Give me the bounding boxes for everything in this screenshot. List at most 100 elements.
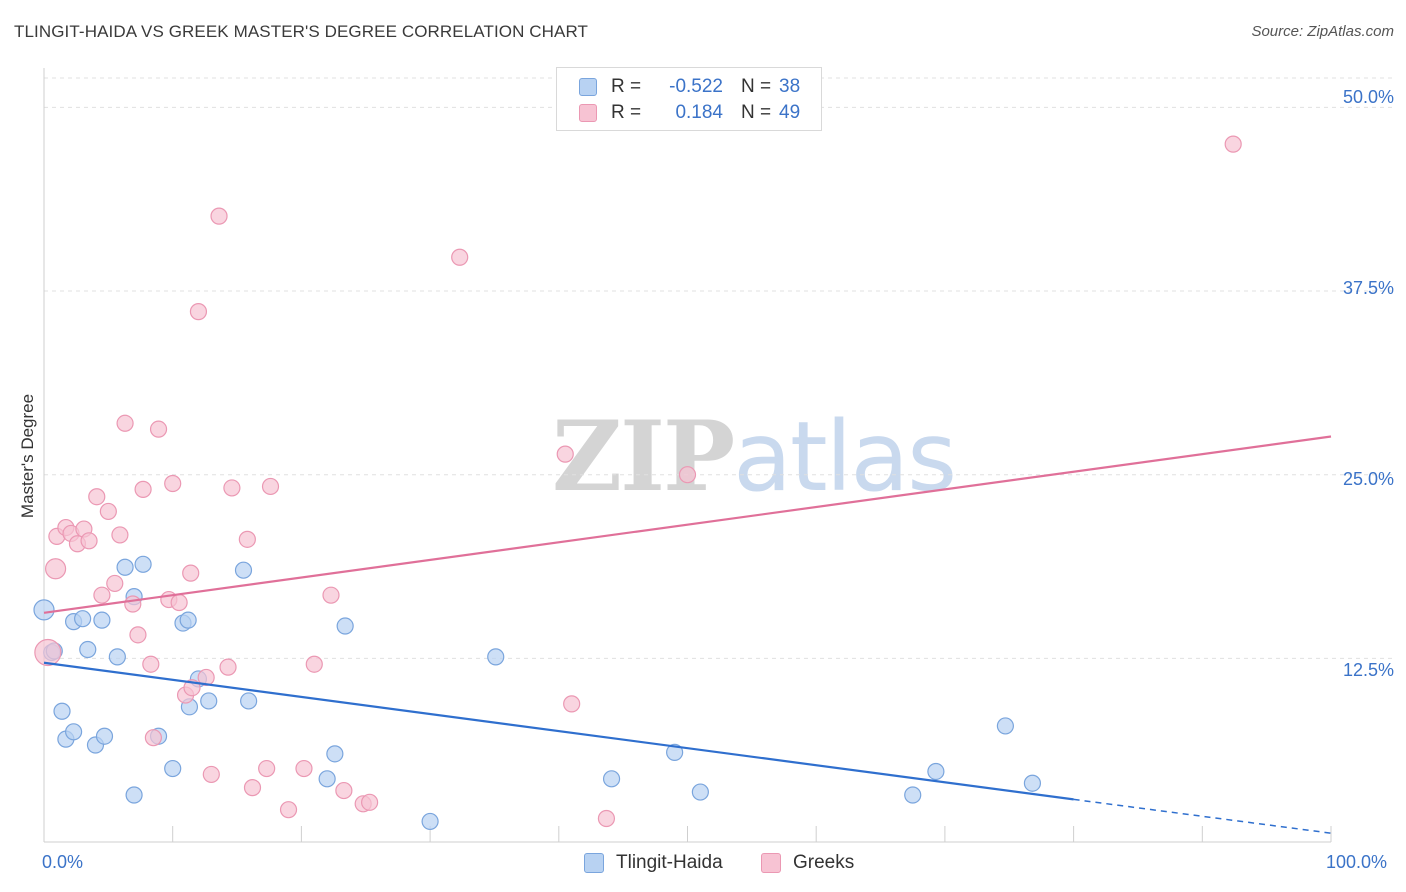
tlingit-haida-point — [33, 599, 55, 621]
y-tick-label-12-5: 12.5% — [1342, 660, 1394, 680]
greeks-point — [322, 586, 340, 604]
tlingit-haida-point — [318, 770, 336, 788]
greeks-point — [116, 414, 134, 432]
greeks-point — [129, 626, 147, 644]
greeks-point — [678, 466, 697, 484]
legend-item-greeks: Greeks — [761, 852, 854, 874]
series-legend: Tlingit-Haida Greeks — [0, 852, 1406, 878]
y-tick-label-37-5: 37.5% — [1342, 278, 1394, 298]
greeks-point — [34, 638, 62, 667]
legend-row-tlingit-haida: R = -0.522 N = 38 — [579, 76, 800, 98]
legend-swatch-pink — [579, 104, 597, 122]
greeks-point — [134, 480, 152, 498]
greeks-point — [202, 765, 220, 784]
watermark-atlas: atlas — [733, 401, 957, 513]
correlation-legend: R = -0.522 N = 38 R = 0.184 N = 49 — [556, 67, 822, 131]
watermark-zip: ZIP — [552, 400, 735, 513]
tlingit-haida-point — [179, 611, 197, 629]
source-label: Source: ZipAtlas.com — [1251, 23, 1394, 40]
greeks-point — [182, 564, 200, 582]
greeks-point — [451, 248, 469, 266]
tlingit-haida-point — [927, 762, 945, 781]
tlingit-haida-point — [240, 692, 258, 710]
greeks-point — [111, 526, 129, 544]
legend-r-value: 0.184 — [675, 102, 723, 123]
greeks-point — [258, 759, 276, 778]
greeks-point — [1224, 135, 1242, 153]
tlingit-haida-point — [234, 561, 253, 579]
greeks-point — [238, 530, 256, 548]
greeks-point — [124, 595, 142, 613]
legend-swatch-blue — [579, 78, 597, 96]
x-tick-label-max: 100.0% — [1326, 852, 1388, 872]
legend-n-label: N = — [741, 76, 772, 97]
greeks-point — [261, 477, 280, 496]
tlingit-haida-point — [1023, 774, 1042, 792]
watermark: ZIPatlas — [552, 400, 957, 513]
tlingit-haida-point — [53, 702, 71, 720]
tlingit-haida-point — [666, 743, 684, 761]
greeks-point — [219, 658, 237, 676]
legend-n-value: 49 — [779, 102, 801, 123]
greeks-point — [335, 781, 353, 800]
legend-r-label: R = — [611, 102, 642, 123]
greeks-point — [197, 668, 215, 687]
greeks-point — [556, 445, 574, 463]
y-tick-label-50: 50.0% — [1342, 87, 1394, 107]
greeks-point — [223, 479, 241, 497]
greeks-point — [99, 502, 117, 521]
greeks-point — [164, 474, 182, 493]
tlingit-haida-point — [421, 812, 439, 831]
tlingit-haida-point — [326, 745, 344, 763]
greeks-point — [361, 793, 379, 811]
greeks-point — [597, 809, 616, 828]
greeks-point — [144, 729, 162, 747]
greeks-point — [305, 655, 323, 673]
greeks-point — [142, 655, 160, 673]
legend-item-tlingit-haida: Tlingit-Haida — [584, 852, 723, 874]
y-tick-label-25: 25.0% — [1342, 469, 1394, 489]
tlingit-haida-point — [125, 786, 143, 804]
x-tick-label-min: 0.0% — [42, 852, 84, 872]
y-axis-label: Master's Degree — [18, 393, 37, 519]
tlingit-haida-point — [65, 723, 83, 741]
greeks-point — [210, 207, 228, 225]
greeks-point — [93, 586, 111, 604]
tlingit-haida-trendline — [43, 661, 1074, 801]
tlingit-haida-point — [79, 640, 97, 659]
chart-title: TLINGIT-HAIDA VS GREEK MASTER'S DEGREE C… — [14, 22, 589, 41]
tlingit-haida-point — [95, 727, 114, 745]
legend-r-value: -0.522 — [669, 76, 723, 97]
tlingit-haida-point — [691, 783, 709, 801]
legend-n-value: 38 — [779, 76, 801, 97]
tlingit-haida-point — [134, 555, 152, 573]
tlingit-haida-point — [904, 786, 922, 804]
tlingit-haida-point — [996, 717, 1014, 735]
legend-label-greeks: Greeks — [793, 852, 855, 873]
greeks-point — [170, 593, 188, 612]
tlingit-haida-point — [93, 611, 111, 629]
tlingit-haida-point — [74, 610, 92, 628]
legend-n-label: N = — [741, 102, 772, 123]
tlingit-haida-point — [164, 759, 182, 778]
greeks-point — [295, 759, 313, 778]
tlingit-haida-point — [200, 692, 218, 710]
greeks-point — [279, 801, 298, 819]
legend-swatch-pink — [761, 853, 781, 873]
tlingit-haida-point — [336, 617, 354, 635]
greeks-point — [189, 303, 208, 321]
tlingit-haida-point — [487, 648, 505, 666]
greeks-point — [88, 488, 106, 506]
tlingit-haida-point — [116, 558, 134, 576]
greeks-point — [563, 695, 581, 713]
greeks-point — [44, 558, 67, 580]
greeks-point — [243, 779, 262, 797]
legend-row-greeks: R = 0.184 N = 49 — [579, 102, 800, 124]
legend-swatch-blue — [584, 853, 604, 873]
greeks-point — [106, 574, 124, 593]
tlingit-haida-point — [108, 648, 126, 666]
greeks-trendline — [43, 435, 1332, 614]
legend-r-label: R = — [611, 76, 642, 97]
greeks-point — [149, 420, 168, 438]
